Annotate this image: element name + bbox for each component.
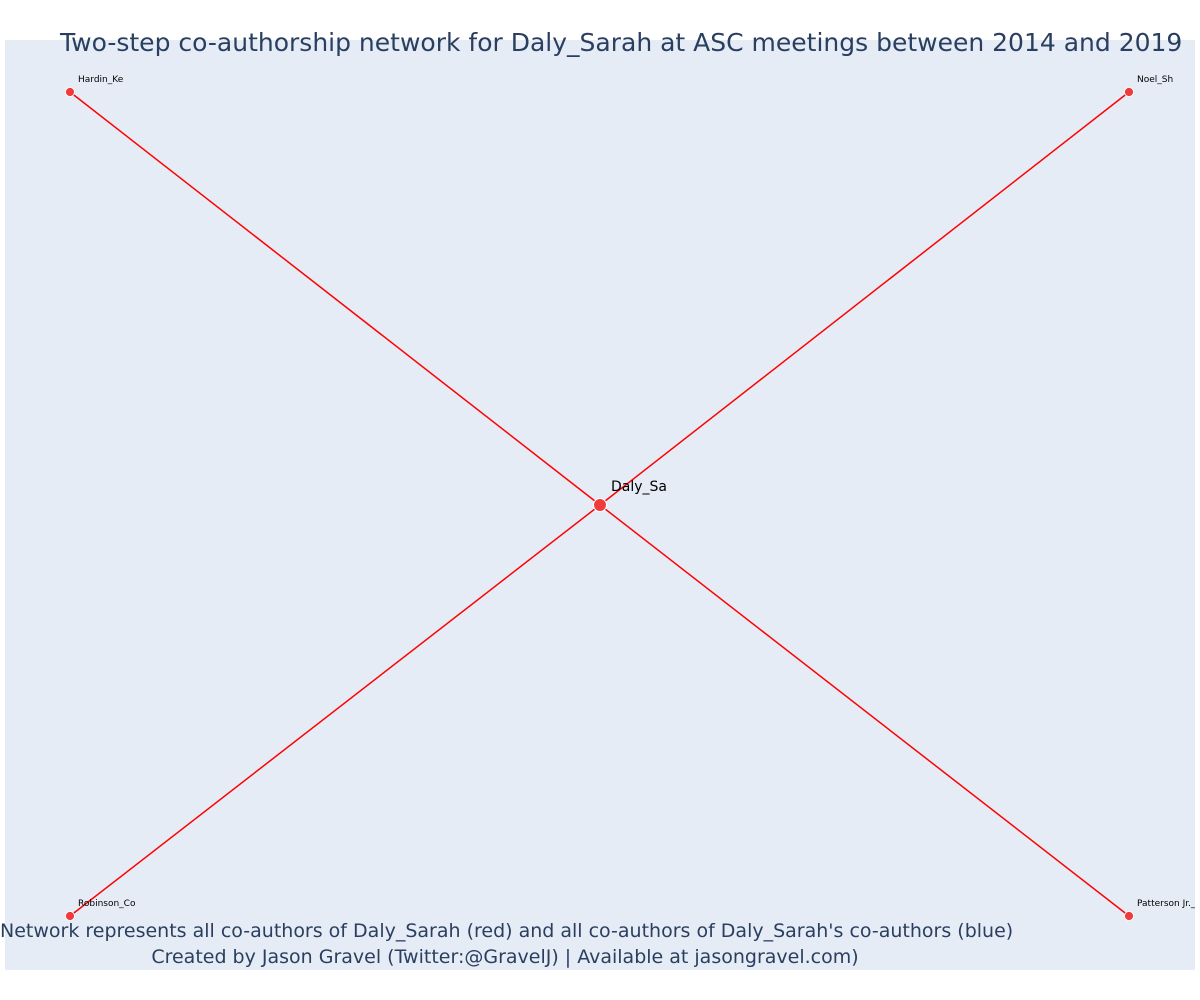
node-label-noel-sh: Noel_Sh — [1137, 75, 1173, 85]
node-patterson-jr[interactable] — [1124, 911, 1134, 921]
edge-daly-sa-patterson-jr — [599, 504, 1130, 917]
node-hardin-ke[interactable] — [65, 87, 75, 97]
node-robinson-co[interactable] — [65, 911, 75, 921]
caption-line-credit: Created by Jason Gravel (Twitter:@Gravel… — [151, 946, 859, 968]
node-daly-sa[interactable] — [593, 498, 607, 512]
caption-line-description: Network represents all co-authors of Dal… — [0, 920, 1014, 942]
node-label-patterson-jr: Patterson Jr._ — [1137, 899, 1196, 909]
edge-layer — [69, 91, 1130, 917]
edge-daly-sa-robinson-co — [69, 504, 601, 917]
node-noel-sh[interactable] — [1124, 87, 1134, 97]
edge-daly-sa-noel-sh — [599, 91, 1130, 506]
node-label-daly-sa: Daly_Sa — [611, 479, 667, 495]
node-layer: Hardin_Ke Noel_Sh Robinson_Co Patterson Jr.… — [65, 75, 1196, 921]
caption: Network represents all co-authors of Dal… — [0, 918, 1014, 970]
page-title: Two-step co-authorship network for Daly_… — [60, 28, 1183, 57]
node-label-robinson-co: Robinson_Co — [78, 899, 136, 909]
edge-daly-sa-hardin-ke — [69, 91, 601, 506]
node-label-hardin-ke: Hardin_Ke — [78, 75, 124, 85]
